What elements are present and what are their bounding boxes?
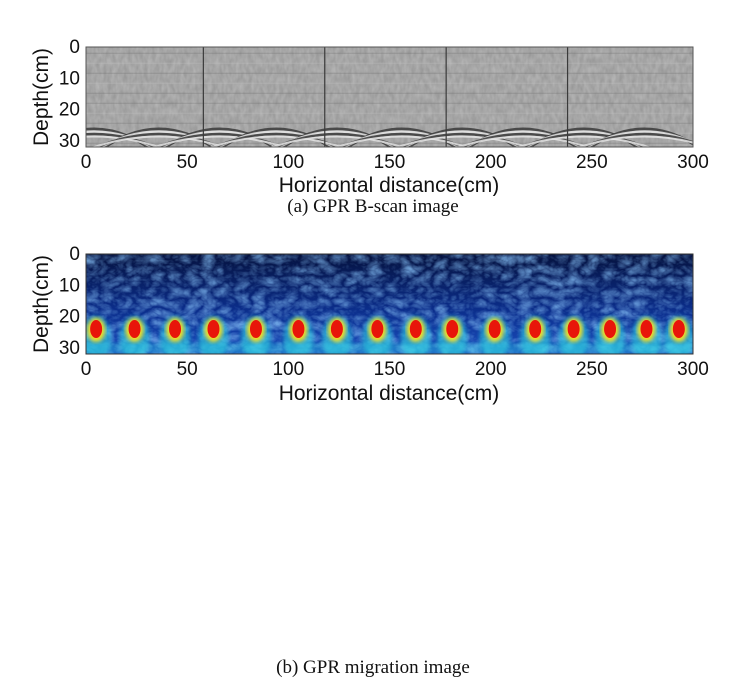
migration-x-tick-label: 250 [576,359,608,380]
bscan-x-tick-label: 300 [677,152,709,173]
bscan-y-axis-label: Depth(cm) [30,48,53,146]
bscan-x-tick-label: 100 [272,152,304,173]
bscan-hyperbola [455,135,591,147]
migration-target [400,316,431,354]
bscan-frame [85,46,694,148]
bscan-y-tick-label: 20 [59,100,80,121]
migration-target [437,316,468,354]
migration-target-core [371,320,384,338]
bscan-caption: (a) GPR B-scan image [287,196,459,217]
migration-target-core [90,320,103,338]
bscan-y-ticks: 0 10 20 30 [59,37,80,152]
migration-y-tick-label: 20 [59,307,80,328]
bscan-x-tick-label: 250 [576,152,608,173]
migration-y-tick-label: 10 [59,275,80,296]
bscan-plot-area [86,47,693,147]
bscan-x-tick-label: 50 [177,152,198,173]
migration-target-core [249,320,262,338]
migration-x-tick-label: 150 [374,359,406,380]
migration-target [663,316,693,354]
migration-target-core [529,320,542,338]
migration-target-core [488,320,501,338]
bscan-hyperbola [269,135,405,147]
migration-target [595,316,626,354]
migration-target-core [207,320,220,338]
migration-x-tick-label: 0 [81,359,92,380]
bscan-y-tick-label: 30 [59,131,80,152]
migration-y-axis-label: Depth(cm) [30,255,53,353]
migration-target [558,316,589,354]
bscan-hyperbola [208,135,344,147]
migration-target [631,316,662,354]
migration-target [240,316,271,354]
migration-target-core [292,320,305,338]
bscan-hyperbola [395,135,530,147]
bscan-x-tick-label: 150 [374,152,406,173]
migration-chart: 0 10 20 30 0 50 100 150 200 250 300 Depth(cm) Hor… [30,244,709,405]
migration-target-core [128,320,141,338]
bscan-hyperbola [91,135,227,147]
migration-target-core [672,320,685,338]
migration-caption: (b) GPR migration image [276,657,470,678]
bscan-x-tick-label: 200 [475,152,507,173]
migration-x-axis-label: Horizontal distance(cm) [279,382,500,405]
bscan-x-tick-label: 0 [81,152,92,173]
migration-target [198,316,229,354]
migration-target-core [446,320,459,338]
bscan-hyperbola [334,135,469,147]
migration-target [321,316,352,354]
migration-x-ticks: 0 50 100 150 200 250 300 [81,359,709,380]
migration-y-ticks: 0 10 20 30 [59,244,80,359]
migration-target [283,316,314,354]
bscan-panel: 0 10 20 30 0 50 100 150 200 250 300 Depth(cm) Hor… [0,0,746,232]
migration-y-tick-label: 0 [69,244,80,265]
migration-x-tick-label: 200 [475,359,507,380]
bscan-hyperbola [152,135,287,147]
migration-plot-area [86,254,693,354]
bscan-hyperbola [516,135,652,147]
bscan-x-axis-label: Horizontal distance(cm) [279,174,500,196]
migration-panel: 0 10 20 30 0 50 100 150 200 250 300 Depth(cm) Hor… [0,232,746,678]
bscan-x-ticks: 0 50 100 150 200 250 300 [81,152,709,173]
migration-target-core [409,320,422,338]
migration-x-tick-label: 50 [177,359,198,380]
migration-target [520,316,551,354]
migration-target-core [640,320,653,338]
migration-x-tick-label: 300 [677,359,709,380]
migration-target-core [169,320,182,338]
migration-x-tick-label: 100 [272,359,304,380]
migration-target [362,316,393,354]
migration-frame [85,253,694,355]
migration-target [86,316,112,354]
bscan-y-tick-label: 0 [69,37,80,58]
migration-target-core [604,320,617,338]
migration-target [479,316,510,354]
migration-target-core [567,320,580,338]
bscan-hyperbola [577,135,693,147]
migration-target-core [330,320,343,338]
bscan-y-tick-label: 10 [59,68,80,89]
bscan-hyperbola [86,135,162,147]
migration-target [160,316,191,354]
migration-target [119,316,150,354]
bscan-chart: 0 10 20 30 0 50 100 150 200 250 300 Depth(cm) Hor… [30,37,709,197]
migration-y-tick-label: 30 [59,338,80,359]
